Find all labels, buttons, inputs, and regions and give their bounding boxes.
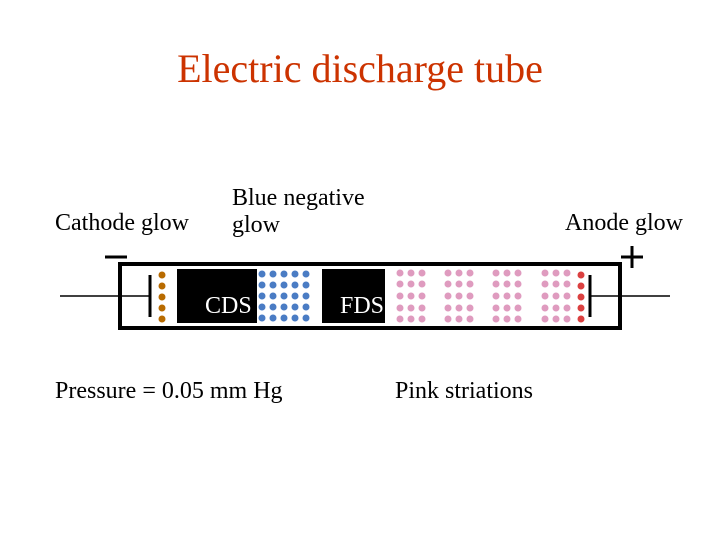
neg-glow-dot bbox=[270, 304, 277, 311]
neg-glow-dot bbox=[303, 315, 310, 322]
pink-striation-dot bbox=[445, 281, 452, 288]
pink-striation-dot bbox=[504, 270, 511, 277]
pink-striation-dot bbox=[553, 281, 560, 288]
pink-striation-dot bbox=[467, 270, 474, 277]
pink-striation-dot bbox=[419, 293, 426, 300]
pink-striation-dot bbox=[504, 316, 511, 323]
pink-striation-dot bbox=[397, 305, 404, 312]
anode-glow-dot bbox=[578, 283, 585, 290]
pink-striation-dot bbox=[493, 270, 500, 277]
neg-glow-dot bbox=[292, 315, 299, 322]
pink-striation-dot bbox=[553, 293, 560, 300]
neg-glow-dot bbox=[259, 293, 266, 300]
neg-glow-dot bbox=[303, 271, 310, 278]
pink-striation-dot bbox=[542, 293, 549, 300]
pink-striation-dot bbox=[564, 281, 571, 288]
pink-striation-dot bbox=[504, 281, 511, 288]
label-fds: FDS bbox=[340, 293, 384, 319]
pink-striation-dot bbox=[553, 305, 560, 312]
pink-striation-dot bbox=[419, 316, 426, 323]
neg-glow-dot bbox=[270, 293, 277, 300]
neg-glow-dot bbox=[281, 304, 288, 311]
pink-striation-dot bbox=[515, 316, 522, 323]
pink-striation-dot bbox=[456, 316, 463, 323]
neg-glow-dot bbox=[259, 271, 266, 278]
pink-striation-dot bbox=[408, 281, 415, 288]
pink-striation-dot bbox=[445, 293, 452, 300]
pink-striation-dot bbox=[493, 293, 500, 300]
pink-striation-dot bbox=[564, 316, 571, 323]
pink-striation-dot bbox=[564, 293, 571, 300]
pink-striation-dot bbox=[467, 281, 474, 288]
pink-striation-dot bbox=[456, 293, 463, 300]
pink-striation-dot bbox=[493, 281, 500, 288]
pink-striation-dot bbox=[515, 281, 522, 288]
cathode-glow-dot bbox=[159, 294, 166, 301]
pink-striation-dot bbox=[467, 293, 474, 300]
pink-striation-dot bbox=[553, 316, 560, 323]
neg-glow-dot bbox=[259, 282, 266, 289]
neg-glow-dot bbox=[292, 293, 299, 300]
pink-striation-dot bbox=[515, 270, 522, 277]
pink-striation-dot bbox=[408, 316, 415, 323]
neg-glow-dot bbox=[303, 282, 310, 289]
pink-striation-dot bbox=[419, 270, 426, 277]
neg-glow-dot bbox=[292, 271, 299, 278]
neg-glow-dot bbox=[292, 282, 299, 289]
label-cds: CDS bbox=[205, 293, 252, 319]
pink-striation-dot bbox=[445, 316, 452, 323]
neg-glow-dot bbox=[270, 282, 277, 289]
pink-striation-dot bbox=[504, 305, 511, 312]
pink-striation-dot bbox=[419, 281, 426, 288]
pink-striation-dot bbox=[445, 305, 452, 312]
pink-striation-dot bbox=[397, 316, 404, 323]
neg-glow-dot bbox=[303, 293, 310, 300]
pink-striation-dot bbox=[542, 270, 549, 277]
neg-glow-dot bbox=[281, 271, 288, 278]
pink-striation-dot bbox=[564, 270, 571, 277]
pink-striation-dot bbox=[419, 305, 426, 312]
pink-striation-dot bbox=[553, 270, 560, 277]
anode-glow-dot bbox=[578, 294, 585, 301]
pink-striation-dot bbox=[493, 305, 500, 312]
pink-striation-dot bbox=[408, 305, 415, 312]
anode-glow-dot bbox=[578, 305, 585, 312]
pink-striation-dot bbox=[564, 305, 571, 312]
pink-striation-dot bbox=[515, 305, 522, 312]
cathode-glow-dot bbox=[159, 316, 166, 323]
pink-striation-dot bbox=[542, 316, 549, 323]
pink-striation-dot bbox=[445, 270, 452, 277]
pink-striation-dot bbox=[397, 281, 404, 288]
pink-striation-dot bbox=[493, 316, 500, 323]
neg-glow-dot bbox=[259, 304, 266, 311]
pink-striation-dot bbox=[456, 281, 463, 288]
pink-striation-dot bbox=[456, 305, 463, 312]
anode-glow-dot bbox=[578, 316, 585, 323]
neg-glow-dot bbox=[281, 315, 288, 322]
pink-striation-dot bbox=[515, 293, 522, 300]
neg-glow-dot bbox=[281, 293, 288, 300]
pink-striation-dot bbox=[467, 316, 474, 323]
neg-glow-dot bbox=[270, 315, 277, 322]
pink-striation-dot bbox=[397, 293, 404, 300]
neg-glow-dot bbox=[270, 271, 277, 278]
pink-striation-dot bbox=[467, 305, 474, 312]
cathode-glow-dot bbox=[159, 283, 166, 290]
neg-glow-dot bbox=[259, 315, 266, 322]
cathode-glow-dot bbox=[159, 272, 166, 279]
pink-striation-dot bbox=[542, 281, 549, 288]
pink-striation-dot bbox=[456, 270, 463, 277]
pink-striation-dot bbox=[408, 293, 415, 300]
diagram-svg: CDS FDS bbox=[0, 0, 720, 540]
cathode-glow-dot bbox=[159, 305, 166, 312]
pink-striation-dot bbox=[542, 305, 549, 312]
pink-striation-dot bbox=[397, 270, 404, 277]
neg-glow-dot bbox=[292, 304, 299, 311]
neg-glow-dot bbox=[303, 304, 310, 311]
neg-glow-dot bbox=[281, 282, 288, 289]
anode-glow-dot bbox=[578, 272, 585, 279]
pink-striation-dot bbox=[504, 293, 511, 300]
pink-striation-dot bbox=[408, 270, 415, 277]
